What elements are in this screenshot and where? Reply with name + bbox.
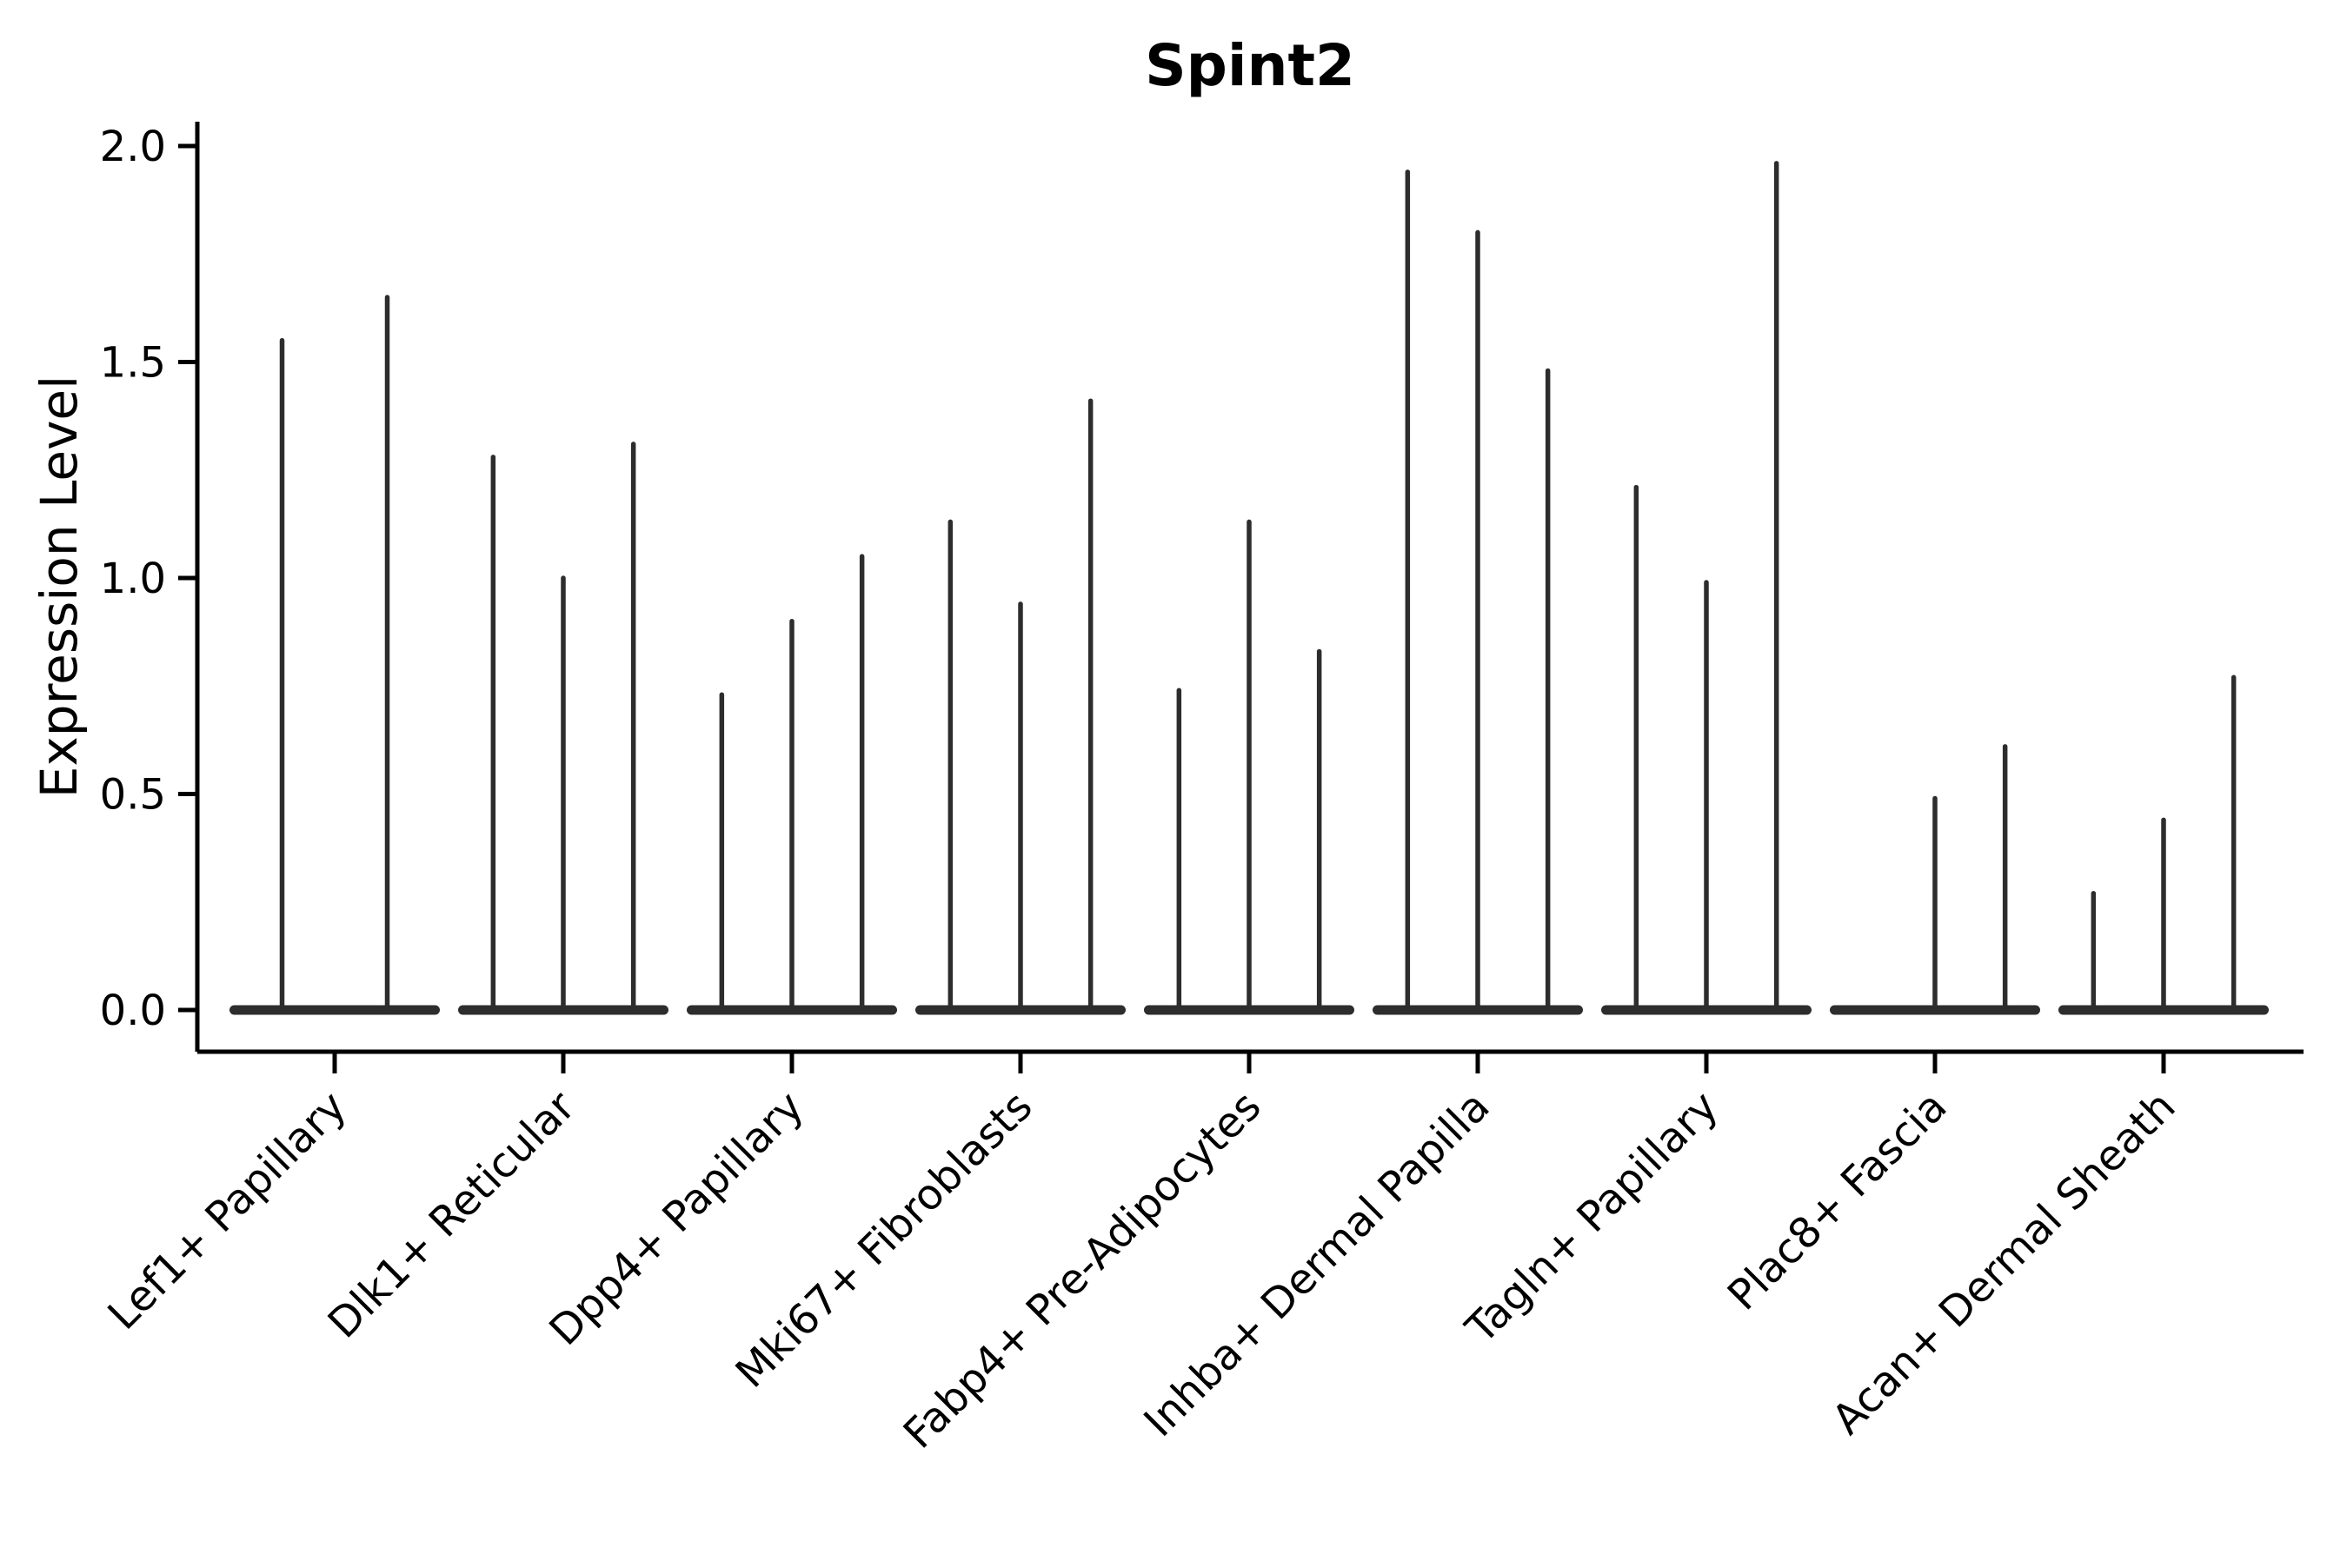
x-tick-label: Tagln+ Papillary <box>1456 1082 1727 1353</box>
x-tick-label: Dpp4+ Papillary <box>540 1082 813 1355</box>
y-tick-label: 1.0 <box>100 555 166 603</box>
violin-group <box>1373 169 1583 1015</box>
violin-base <box>229 1005 440 1015</box>
violin-group <box>1144 519 1354 1015</box>
y-axis-label: Expression Level <box>30 375 89 798</box>
x-tick-label: Plac8+ Fascia <box>1719 1082 1957 1320</box>
y-tick-label: 1.5 <box>100 339 166 388</box>
violin-group <box>458 442 668 1015</box>
violin-group <box>1601 161 1812 1015</box>
violin-group <box>915 398 1126 1015</box>
violin-group <box>2058 674 2269 1015</box>
y-axis: 0.0 0.5 1.0 1.5 2.0 <box>100 122 200 1052</box>
x-tick-label: Dlk1+ Reticular <box>319 1082 585 1348</box>
violin-group <box>229 295 440 1015</box>
y-tick-label: 0.0 <box>100 987 166 1035</box>
y-tick-label: 0.5 <box>100 771 166 820</box>
y-tick-label: 2.0 <box>100 123 166 171</box>
chart-title: Spint2 <box>1145 32 1355 99</box>
x-tick-label: Lef1+ Papillary <box>99 1082 356 1339</box>
violin-group <box>687 554 897 1015</box>
violin-group <box>1830 744 2040 1015</box>
violins <box>229 161 2269 1015</box>
